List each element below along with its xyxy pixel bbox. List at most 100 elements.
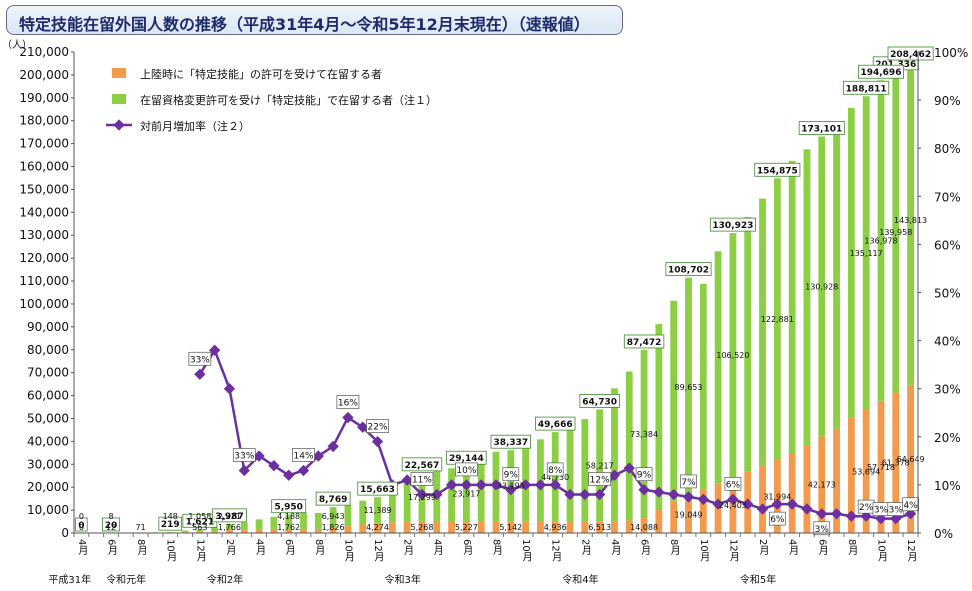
- total-label: 219: [161, 520, 180, 530]
- rate-label: 12%: [590, 476, 610, 486]
- x-tick-label: 8月: [313, 539, 325, 556]
- rate-label: 16%: [338, 399, 358, 409]
- bar-change: [892, 71, 900, 393]
- x-tick-label: 8月: [491, 539, 503, 556]
- total-label: 15,663: [360, 485, 395, 495]
- bar-change: [255, 519, 263, 529]
- rate-label: 3%: [815, 525, 830, 535]
- entry-label: 563: [192, 523, 207, 532]
- bar-entry: [300, 528, 307, 533]
- rate-label-box: [680, 474, 697, 489]
- rate-point: [608, 469, 621, 481]
- rate-label: 10%: [456, 466, 476, 476]
- bar-change: [448, 468, 455, 521]
- rate-label-box: [588, 472, 611, 486]
- rate-label: 22%: [368, 423, 388, 433]
- year-label: 令和3年: [385, 573, 421, 586]
- rate-point: [209, 344, 221, 356]
- rate-label-box: [455, 462, 478, 477]
- x-tick-label: 12月: [194, 539, 206, 563]
- rate-label-box: [768, 511, 786, 526]
- entry-label: 24,403: [719, 501, 747, 510]
- change-label: 1,058: [188, 512, 211, 521]
- bar-entry: [847, 417, 855, 533]
- entry-label: 53,694: [852, 468, 880, 477]
- rate-point: [623, 462, 635, 474]
- y-tick-label: 190,000: [19, 91, 69, 105]
- rate-point: [549, 479, 561, 491]
- bar-change: [359, 500, 367, 525]
- total-label: 49,666: [538, 420, 573, 430]
- chart-title: 特定技能在留外国人数の推移（平成31年4月～令和5年12月末現在）（速報値）: [19, 15, 590, 34]
- bar-change: [773, 178, 781, 460]
- total-label: 64,730: [582, 397, 617, 407]
- change-label: 122,881: [761, 315, 794, 324]
- rate-point: [416, 488, 428, 501]
- total-label-box: [754, 162, 801, 177]
- change-label: 139,958: [879, 228, 912, 237]
- bar-change: [788, 160, 796, 454]
- bar-change: [181, 530, 189, 533]
- total-label-box: [665, 262, 712, 277]
- total-label: 0: [78, 521, 84, 531]
- bar-entry: [240, 528, 248, 533]
- rate-point: [727, 493, 739, 505]
- y-tick-label: 210,000: [19, 45, 69, 59]
- total-label: 130,923: [712, 221, 753, 231]
- bar-change: [833, 121, 840, 429]
- rate-point: [593, 488, 606, 501]
- x-tick-label: 8月: [846, 539, 858, 556]
- bar-change: [818, 136, 826, 437]
- rate-label: 6%: [770, 515, 785, 525]
- rate-label: 3%: [874, 506, 889, 516]
- rate-point: [357, 421, 369, 433]
- bar-entry: [255, 528, 263, 533]
- bar-change: [329, 507, 337, 528]
- bar-entry: [818, 436, 826, 533]
- bar-entry: [374, 523, 381, 533]
- bar-entry: [537, 521, 544, 533]
- entry-label: 5,227: [455, 523, 478, 532]
- y2-tick-label: 90%: [934, 94, 961, 108]
- bar-change: [551, 432, 559, 522]
- rate-point: [697, 493, 709, 505]
- title-box: 特定技能在留外国人数の推移（平成31年4月～令和5年12月末現在）（速報値）: [6, 5, 623, 35]
- x-tick-label: 2月: [402, 539, 414, 556]
- bar-entry: [196, 531, 204, 533]
- rate-point: [238, 464, 250, 477]
- y2-tick-label: 70%: [934, 190, 961, 204]
- change-label: 148: [163, 512, 178, 521]
- bar-entry: [418, 520, 426, 533]
- entry-label: 1,826: [322, 523, 345, 532]
- rate-label-box: [366, 419, 389, 433]
- change-label: 2,221: [218, 512, 241, 521]
- rate-label: 3%: [889, 506, 904, 516]
- y-tick-label: 110,000: [19, 274, 69, 288]
- bar-change: [759, 198, 766, 466]
- rate-point: [771, 498, 783, 510]
- bar-change: [685, 277, 692, 497]
- bar-change: [285, 514, 293, 529]
- year-label: 令和2年: [207, 573, 243, 586]
- entry-label: 4,936: [544, 523, 567, 532]
- bar-entry: [462, 521, 470, 533]
- entry-label: 0: [79, 523, 84, 532]
- rate-point: [712, 498, 724, 510]
- legend-label: 在留資格変更許可を受け「特定技能」で在留する者（注１）: [140, 93, 437, 107]
- entry-label: 1,762: [277, 523, 300, 532]
- total-label: 154,875: [757, 166, 798, 176]
- entry-label: 5,268: [411, 523, 434, 532]
- rate-point: [371, 435, 384, 448]
- bar-change: [581, 419, 589, 522]
- bar-change: [803, 149, 811, 446]
- bar-change: [344, 504, 352, 527]
- x-tick-label: 10月: [342, 539, 354, 563]
- y-unit-label: （人）: [2, 39, 32, 51]
- bar-entry: [773, 459, 781, 533]
- rate-label-box: [336, 395, 360, 409]
- rate-point: [268, 460, 280, 472]
- rate-label: 6%: [726, 480, 741, 490]
- bar-entry: [640, 518, 648, 533]
- y-tick-label: 30,000: [27, 457, 69, 471]
- bar-change: [862, 96, 870, 411]
